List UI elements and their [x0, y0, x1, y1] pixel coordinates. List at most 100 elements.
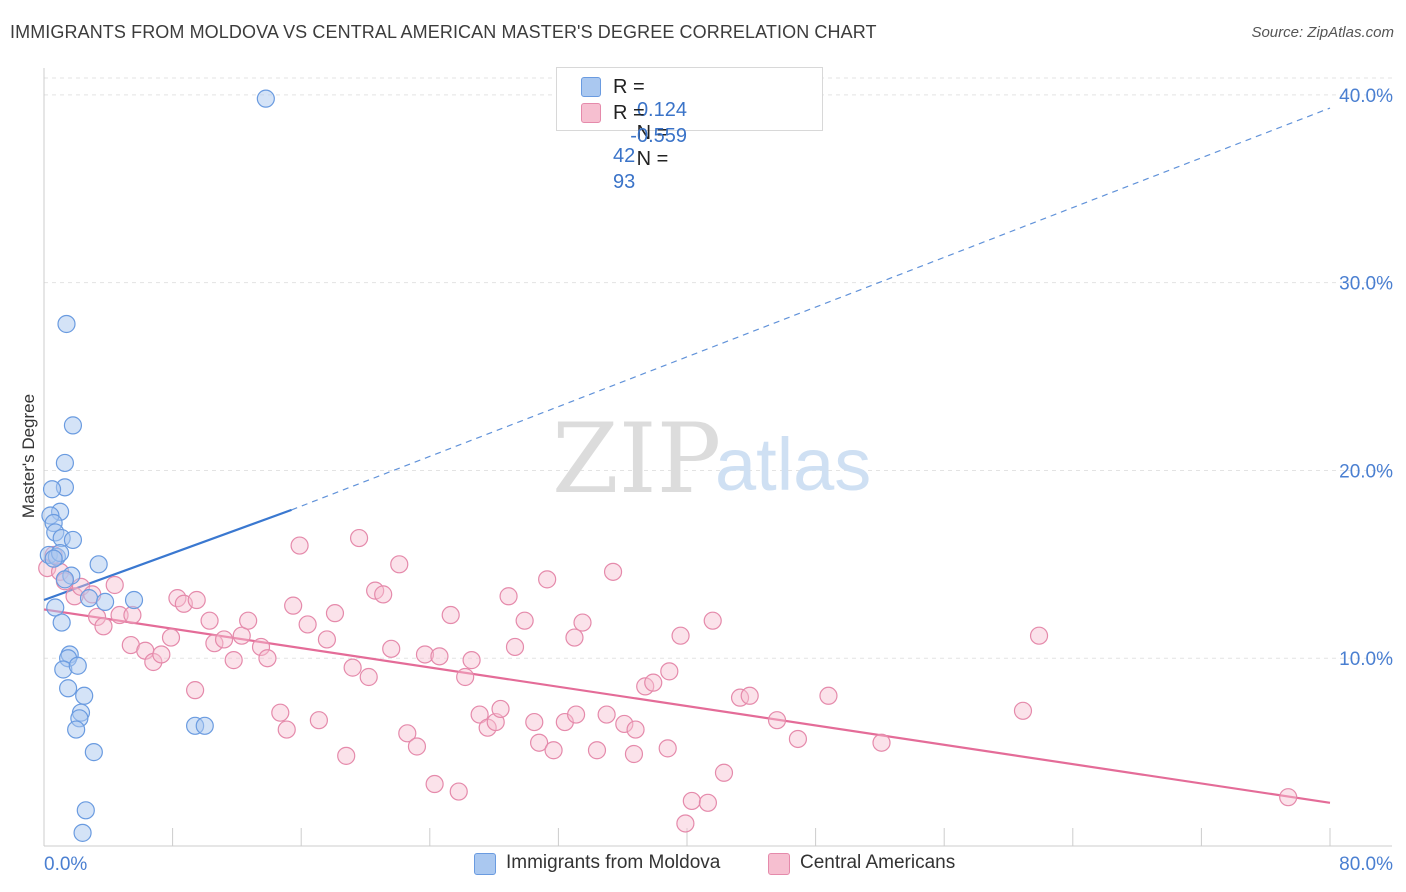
point-central-47	[415, 645, 435, 664]
point-moldova-36	[76, 801, 95, 820]
point-moldova-2	[63, 416, 83, 435]
point-central-69	[587, 741, 607, 760]
point-central-63	[538, 570, 557, 589]
legend-moldova-swatch	[474, 853, 496, 875]
point-central-64	[544, 741, 563, 760]
point-moldova-5	[42, 480, 62, 499]
point-central-26	[239, 611, 258, 630]
trend-line-central	[43, 608, 1331, 804]
point-central-10	[110, 605, 129, 625]
point-moldova-3	[55, 453, 74, 473]
moldova-r-label: R =	[613, 76, 645, 98]
point-central-23	[214, 630, 234, 649]
data-points	[38, 89, 1298, 842]
point-central-8	[87, 607, 107, 627]
point-central-53	[462, 651, 481, 670]
point-central-20	[186, 681, 205, 700]
y-tick-label-3: 40.0%	[1339, 86, 1393, 107]
point-moldova-21	[95, 592, 115, 611]
legend-central-swatch	[768, 853, 790, 875]
point-central-83	[703, 611, 722, 630]
point-central-87	[767, 711, 787, 730]
watermark-atlas: atlas	[715, 423, 871, 506]
moldova-n-value: 42	[613, 145, 636, 167]
central-n-label: N =	[636, 148, 669, 170]
point-central-68	[573, 613, 592, 632]
point-central-51	[449, 782, 468, 801]
point-central-44	[390, 555, 409, 574]
watermark: ZIP atlas	[552, 403, 871, 515]
legend-moldova-label: Immigrants from Moldova	[506, 852, 721, 873]
point-central-76	[644, 673, 663, 692]
moldova-swatch	[581, 77, 601, 97]
point-central-72	[615, 714, 634, 734]
point-central-48	[425, 774, 444, 794]
point-central-32	[290, 536, 309, 555]
point-central-15	[152, 645, 171, 664]
point-central-92	[1029, 626, 1049, 645]
point-moldova-27	[68, 656, 87, 675]
point-central-22	[205, 634, 224, 653]
point-central-25	[232, 626, 251, 645]
point-moldova-32	[67, 720, 86, 739]
point-central-39	[349, 528, 369, 548]
point-moldova-29	[75, 686, 94, 705]
point-moldova-1	[57, 314, 76, 334]
point-central-82	[698, 793, 717, 812]
point-central-74	[624, 744, 644, 764]
point-central-33	[298, 615, 317, 634]
point-central-80	[676, 814, 695, 833]
trend-lines	[43, 107, 1331, 804]
point-central-61	[525, 712, 544, 732]
point-central-66	[565, 628, 584, 647]
x-tick-label-1: 80.0%	[1339, 854, 1393, 875]
point-central-21	[200, 611, 219, 630]
point-central-86	[740, 686, 759, 705]
point-moldova-28	[59, 679, 78, 698]
point-central-27	[251, 637, 271, 657]
point-moldova-35	[84, 743, 103, 762]
point-central-40	[359, 667, 378, 687]
chart-title: IMMIGRANTS FROM MOLDOVA VS CENTRAL AMERI…	[10, 22, 877, 42]
point-central-16	[161, 628, 181, 647]
point-central-31	[284, 596, 303, 615]
central-n-value: 93	[613, 171, 636, 193]
point-central-88	[788, 729, 808, 749]
legend-central-label: Central Americans	[800, 852, 956, 873]
point-central-28	[258, 649, 277, 668]
point-central-84	[714, 763, 734, 782]
point-central-91	[1013, 701, 1033, 720]
point-central-93	[1279, 788, 1298, 807]
point-central-73	[626, 720, 645, 739]
point-moldova-22	[46, 598, 65, 617]
point-central-54	[470, 705, 489, 724]
point-central-37	[337, 746, 356, 765]
point-central-59	[505, 637, 525, 657]
trend-line-moldova	[43, 508, 292, 602]
point-central-58	[499, 587, 518, 606]
point-central-43	[382, 639, 401, 658]
point-central-57	[491, 699, 510, 719]
y-tick-label-0: 10.0%	[1339, 649, 1393, 670]
correlation-legend: R = 0.124 N = 42 R = -0.559 N = 93	[556, 67, 823, 193]
point-central-34	[309, 711, 328, 730]
point-moldova-20	[124, 590, 144, 610]
point-moldova-19	[79, 589, 99, 608]
point-central-29	[271, 703, 290, 722]
moldova-r-value: 0.124	[636, 99, 687, 121]
tick-labels: 10.0% 20.0% 30.0% 40.0% 0.0% 80.0%	[44, 86, 1393, 875]
point-moldova-11	[63, 530, 83, 550]
point-moldova-34	[195, 716, 214, 735]
moldova-n-label: N =	[636, 122, 669, 144]
point-central-81	[682, 791, 701, 811]
central-r-value: -0.559	[630, 125, 687, 147]
point-central-24	[224, 651, 243, 670]
point-moldova-15	[44, 549, 63, 568]
x-tick-label-0: 0.0%	[44, 854, 87, 875]
y-tick-label-2: 30.0%	[1339, 274, 1393, 295]
point-central-42	[374, 585, 393, 604]
point-moldova-18	[55, 570, 74, 589]
axes	[43, 68, 1392, 847]
point-central-89	[819, 686, 838, 705]
